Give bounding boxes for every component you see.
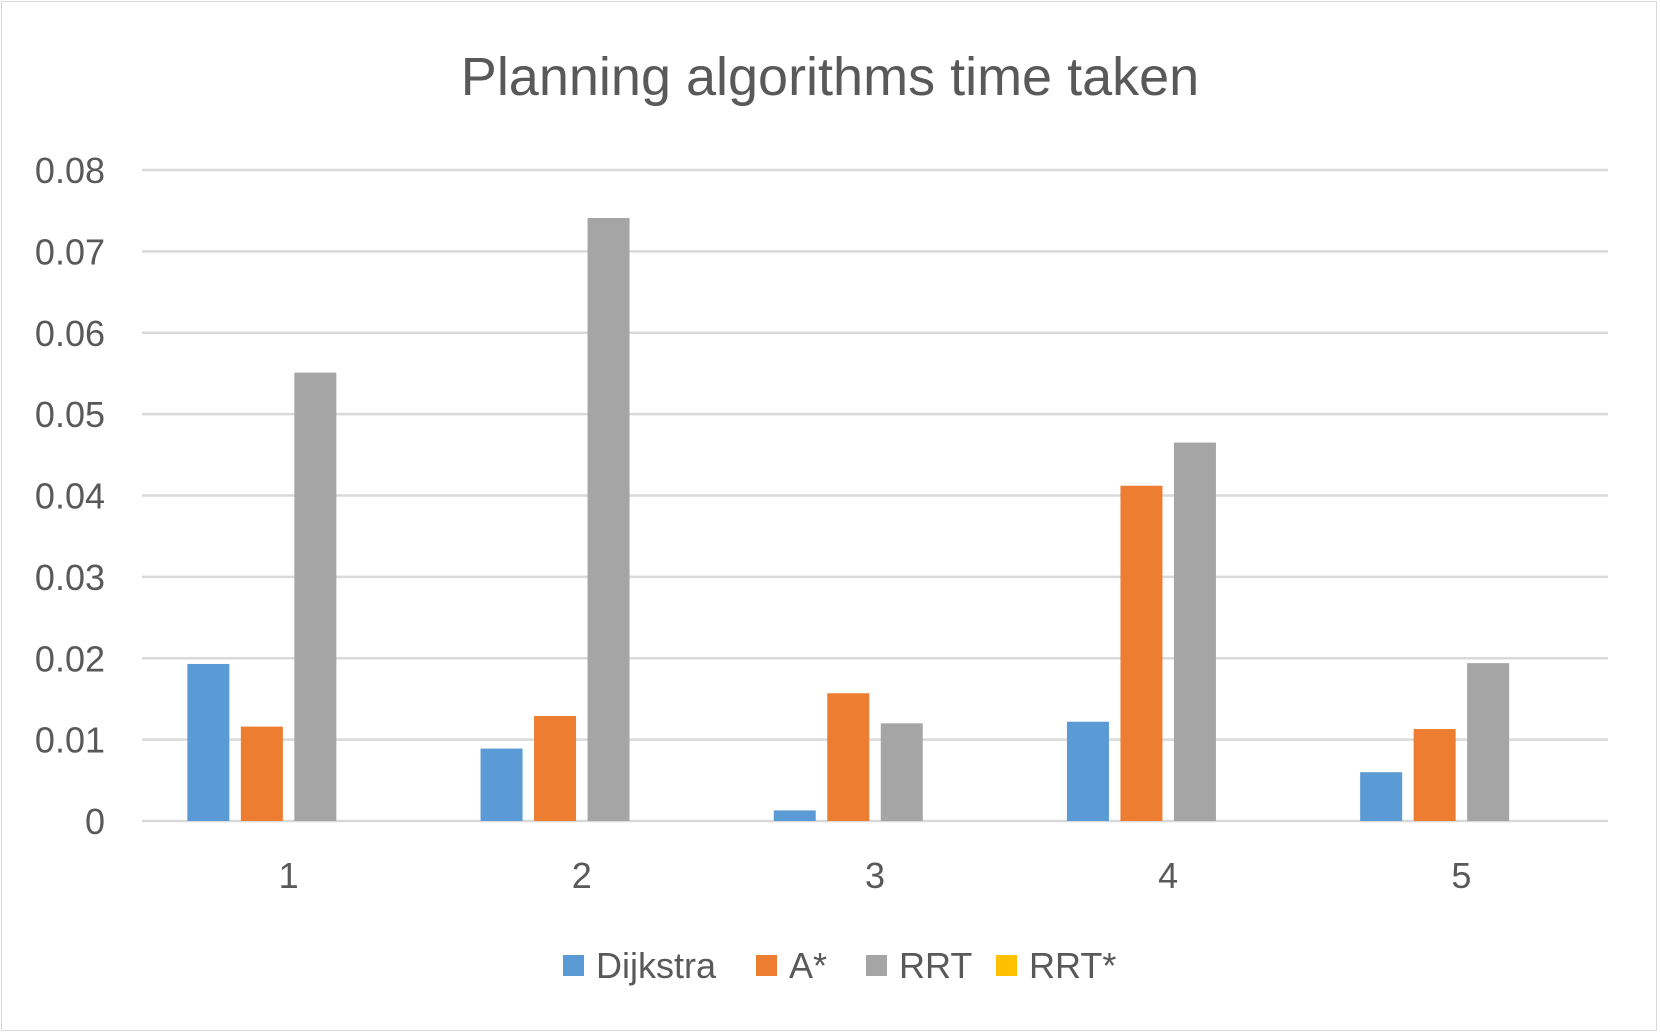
y-tick-label: 0.01 [35,720,105,761]
x-tick-label: 5 [1451,855,1471,896]
x-tick-label: 2 [572,855,592,896]
bar [773,810,816,821]
bar [1120,485,1163,821]
y-tick-label: 0.08 [35,150,105,191]
legend-label: Dijkstra [596,945,717,986]
bar [1360,772,1403,821]
y-tick-label: 0.05 [35,394,105,435]
bar [827,693,870,821]
legend-swatch [563,955,584,976]
y-tick-label: 0.03 [35,557,105,598]
bar [587,218,630,822]
x-tick-label: 1 [279,855,299,896]
y-tick-label: 0.07 [35,231,105,272]
bar [880,723,923,821]
bar [1467,663,1510,821]
legend-swatch [996,955,1017,976]
gridlines [142,168,1608,823]
legend-label: RRT* [1029,945,1116,986]
x-axis-ticks: 1 2 3 4 5 [279,855,1472,896]
y-tick-label: 0 [85,801,105,842]
x-tick-label: 4 [1158,855,1178,896]
y-axis-ticks: 0 0.01 0.02 0.03 0.04 0.05 0.06 0.07 0.08 [35,150,105,842]
legend: Dijkstra A* RRT RRT* [563,945,1116,986]
bar [187,663,230,821]
bar [1413,729,1456,821]
bar [480,748,523,821]
bars [187,218,1510,822]
bar [1066,721,1109,821]
legend-swatch [866,955,887,976]
x-tick-label: 3 [865,855,885,896]
y-tick-label: 0.06 [35,313,105,354]
legend-label: A* [789,945,827,986]
legend-swatch [756,955,777,976]
chart-title: Planning algorithms time taken [461,47,1199,107]
bar [294,372,337,821]
y-tick-label: 0.02 [35,638,105,679]
y-tick-label: 0.04 [35,476,105,517]
legend-label: RRT [899,945,972,986]
bar [240,726,283,821]
bar [534,716,577,821]
bar [1173,442,1216,821]
